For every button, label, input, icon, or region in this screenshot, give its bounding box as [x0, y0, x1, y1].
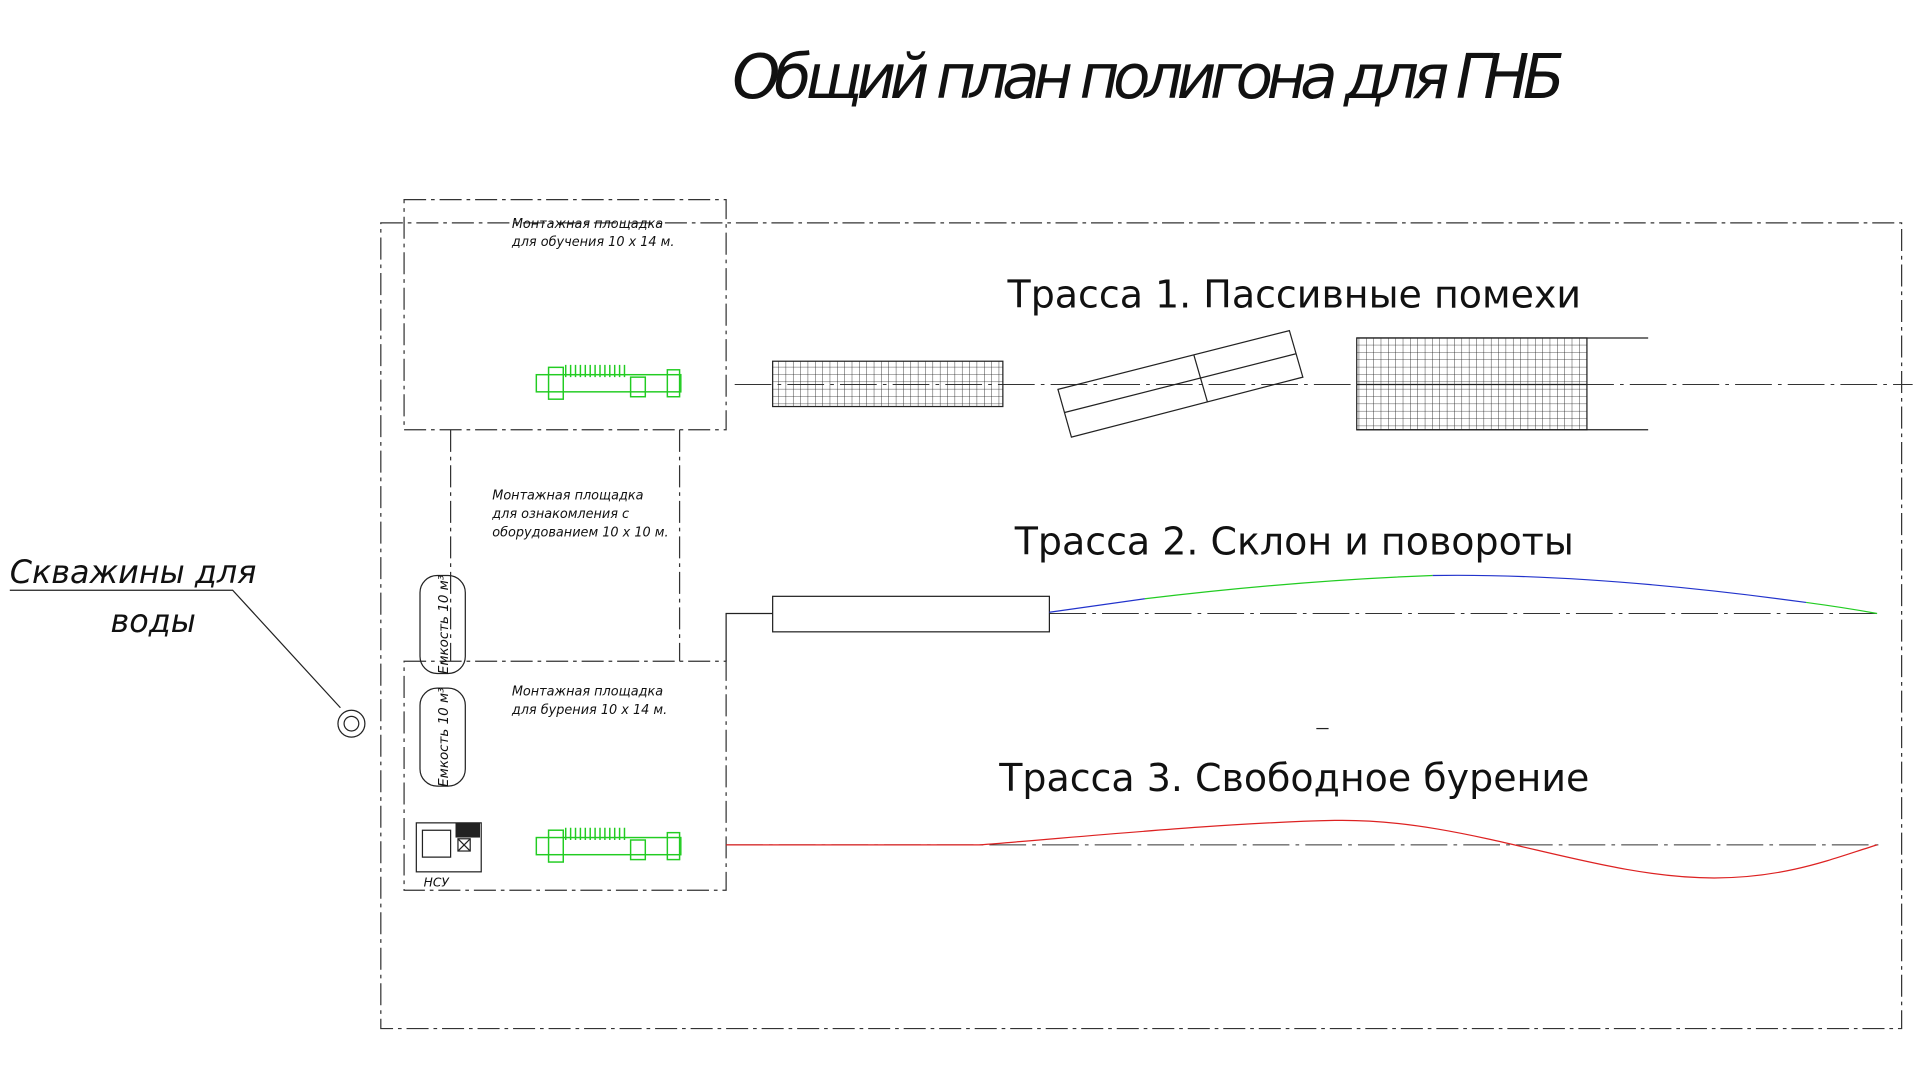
title: Общий план полигона для ГНБ: [732, 42, 1565, 113]
route-1: [734, 329, 1913, 438]
tank: [419, 574, 466, 675]
area-label: Монтажная площадка: [512, 217, 663, 232]
site-boundary: [380, 222, 1903, 1030]
drilling-area: [403, 660, 727, 891]
route-label: Трасса 1. Пассивные помехи: [1007, 272, 1582, 316]
pump-unit: [415, 822, 482, 873]
area-label: для бурения 10 x 14 м.: [511, 703, 667, 718]
route-3: [726, 727, 1880, 879]
route-label: Трасса 3. Свободное бурение: [998, 756, 1589, 800]
intro-area: [450, 429, 681, 662]
route-2: [725, 574, 1880, 662]
tank-label: Емкость 10 м³: [437, 575, 452, 674]
well-inner: [343, 715, 360, 732]
drawing: [9, 198, 1913, 1030]
drill-rig: [535, 364, 682, 400]
route-label: Трасса 2. Склон и повороты: [1014, 520, 1574, 564]
well: [337, 709, 366, 738]
area-label: Монтажная площадка: [492, 489, 643, 504]
well-label: воды: [111, 602, 196, 640]
area-label: для ознакомления с: [491, 507, 629, 522]
well-label: Скважины для: [10, 553, 257, 591]
drill-rig: [535, 827, 682, 863]
tank: [419, 687, 466, 787]
pump-label: НСУ: [424, 876, 451, 890]
area-label: для обучения 10 x 14 м.: [511, 235, 675, 250]
well-leader: [9, 589, 341, 709]
area-label: Монтажная площадка: [512, 685, 663, 700]
tank-label: Емкость 10 м³: [437, 687, 452, 786]
training-area: [403, 198, 727, 431]
area-label: оборудованием 10 x 10 м.: [492, 525, 668, 540]
